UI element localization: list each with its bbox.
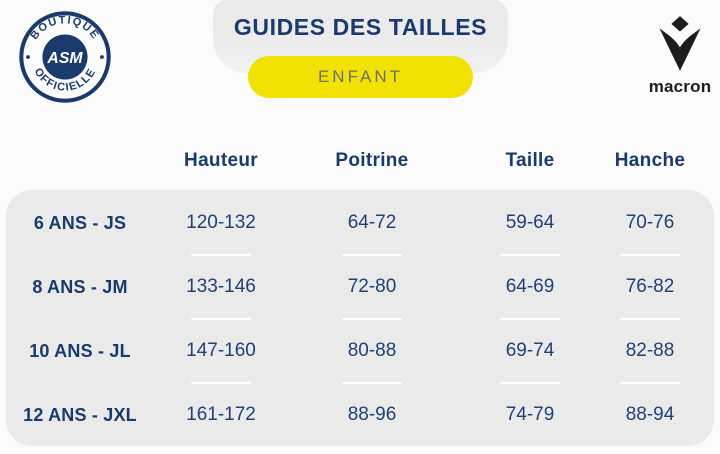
cell-taille: 69-74 xyxy=(505,340,555,361)
category-pill-label: ENFANT xyxy=(317,67,404,86)
table-row: 8 ANS - JM 133-146 72-80 64-69 76-82 xyxy=(6,256,714,318)
divider-line xyxy=(620,318,680,320)
cell-taille: 74-79 xyxy=(505,404,555,425)
stamp-outer-ring xyxy=(19,11,111,103)
page-title: GUIDES DES TAILLES xyxy=(233,14,488,40)
column-header-hauteur: Hauteur xyxy=(184,150,258,171)
divider-line xyxy=(191,318,251,320)
cell-poitrine: 80-88 xyxy=(347,340,397,361)
divider-line xyxy=(191,382,251,384)
column-header-hanche: Hanche xyxy=(614,150,686,171)
cell-hanche: 70-76 xyxy=(625,212,675,233)
cell-hauteur: 120-132 xyxy=(186,212,256,233)
column-header-poitrine: Poitrine xyxy=(335,150,409,171)
cell-hauteur: 133-146 xyxy=(186,276,256,297)
divider-line xyxy=(342,382,402,384)
cell-poitrine: 64-72 xyxy=(347,212,397,233)
divider-line xyxy=(191,254,251,256)
table-row: 6 ANS - JS 120-132 64-72 59-64 70-76 xyxy=(6,192,714,254)
category-pill-enfant[interactable]: ENFANT xyxy=(248,56,473,98)
divider-line xyxy=(620,254,680,256)
size-table: 6 ANS - JS 120-132 64-72 59-64 70-76 8 A… xyxy=(6,190,714,446)
row-label: 12 ANS - JXL xyxy=(23,404,137,425)
table-header-row: Hauteur Poitrine Taille Hanche xyxy=(6,144,714,178)
asm-monogram: ASM xyxy=(46,50,83,67)
divider-line xyxy=(620,382,680,384)
cell-hauteur: 147-160 xyxy=(186,340,256,361)
table-row: 12 ANS - JXL 161-172 88-96 74-79 88-94 xyxy=(6,384,714,446)
cell-hanche: 76-82 xyxy=(625,276,675,297)
row-label: 8 ANS - JM xyxy=(32,276,128,297)
cell-hanche: 82-88 xyxy=(625,340,675,361)
row-divider xyxy=(6,382,714,384)
divider-line xyxy=(500,382,560,384)
divider-line xyxy=(342,318,402,320)
cell-hauteur: 161-172 xyxy=(186,404,256,425)
row-label: 10 ANS - JL xyxy=(29,340,131,361)
cell-poitrine: 88-96 xyxy=(347,404,397,425)
row-divider xyxy=(6,254,714,256)
divider-line xyxy=(500,254,560,256)
divider-line xyxy=(500,318,560,320)
cell-taille: 64-69 xyxy=(505,276,555,297)
cell-poitrine: 72-80 xyxy=(347,276,397,297)
macron-wordmark: macron xyxy=(648,77,712,96)
column-header-taille: Taille xyxy=(505,150,555,171)
stamp-right-dot xyxy=(100,55,104,59)
cell-hanche: 88-94 xyxy=(625,404,675,425)
divider-line xyxy=(342,254,402,256)
asm-boutique-officielle-logo: BOUTIQUE OFFICIELLE ASM xyxy=(19,11,111,103)
cell-taille: 59-64 xyxy=(505,212,555,233)
row-label: 6 ANS - JS xyxy=(33,212,127,233)
table-row: 10 ANS - JL 147-160 80-88 69-74 82-88 xyxy=(6,320,714,382)
stamp-left-dot xyxy=(26,55,30,59)
row-divider xyxy=(6,318,714,320)
macron-logo: macron xyxy=(646,15,714,97)
macron-icon xyxy=(659,16,701,71)
stamp-center-disc xyxy=(42,34,88,80)
